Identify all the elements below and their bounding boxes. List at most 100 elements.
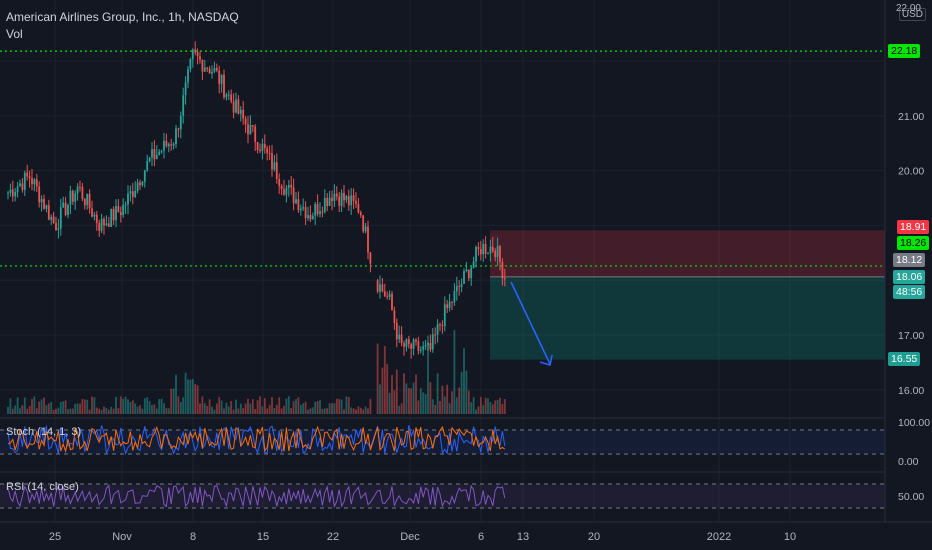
candle-body	[11, 189, 14, 197]
candle-body	[124, 204, 127, 206]
candle-body	[331, 197, 333, 201]
currency-label[interactable]: USD	[898, 8, 926, 21]
candle-body	[424, 345, 427, 347]
volume-bar	[134, 403, 137, 414]
volume-bar	[16, 397, 19, 414]
candle-body	[290, 184, 293, 188]
candle-body	[225, 94, 228, 98]
candle-body	[287, 184, 290, 188]
volume-bar	[163, 403, 165, 414]
volume-bar	[213, 409, 216, 414]
candle-body	[155, 154, 158, 160]
volume-bar	[107, 409, 110, 414]
candle-body	[69, 190, 72, 205]
stoch-d-line	[7, 425, 506, 454]
volume-bar	[215, 403, 218, 414]
candle-body	[369, 252, 372, 264]
volume-bar	[136, 406, 139, 414]
volume-bar	[343, 409, 345, 414]
volume-bar	[11, 408, 14, 414]
candle-body	[201, 59, 204, 72]
candle-body	[175, 128, 177, 144]
volume-bar	[31, 398, 33, 414]
volume-bar	[247, 398, 249, 414]
short-position-tool	[490, 230, 885, 360]
candle-body	[100, 218, 103, 231]
candle-body	[189, 59, 192, 70]
volume-label[interactable]: Vol	[6, 27, 23, 41]
volume-bar	[155, 408, 158, 414]
candle-body	[266, 148, 269, 153]
volume-bar	[278, 397, 281, 414]
candle-body	[40, 198, 43, 203]
time-tick-label: 10	[784, 531, 796, 543]
candle-body	[165, 140, 168, 147]
stoch-label[interactable]: Stoch (14, 1, 3)	[6, 426, 82, 438]
volume-bar	[256, 400, 259, 414]
volume-bar	[352, 408, 355, 414]
volume-bar	[160, 398, 163, 414]
candle-body	[328, 197, 331, 206]
candle-body	[419, 349, 422, 351]
time-tick-label: 15	[257, 531, 269, 543]
volume-bar	[503, 399, 506, 414]
candle-body	[21, 183, 24, 190]
volume-bar	[491, 404, 494, 414]
volume-bar	[484, 397, 487, 414]
volume-bar	[379, 384, 381, 414]
candle-body	[91, 208, 93, 217]
volume-bar	[487, 398, 489, 414]
price-tag-stop-loss: 18.91	[897, 220, 930, 234]
candle-body	[107, 223, 110, 227]
volume-bar	[100, 409, 103, 414]
price-tag-support: 18.26	[897, 236, 930, 250]
volume-bar	[206, 405, 209, 414]
volume-bar	[451, 391, 453, 414]
volume-bar	[367, 408, 369, 414]
candle-body	[403, 343, 405, 347]
candle-body	[259, 150, 261, 152]
volume-bar	[465, 370, 468, 414]
candle-body	[475, 247, 477, 262]
volume-bar	[232, 409, 235, 414]
volume-bar	[362, 409, 365, 414]
volume-bar	[326, 408, 329, 414]
time-tick-label: 20	[588, 531, 600, 543]
candle-body	[393, 310, 396, 323]
volume-bar	[407, 388, 410, 414]
price-tick-label: 21.00	[898, 111, 924, 123]
arrow-head	[539, 354, 553, 367]
volume-bar	[19, 408, 21, 414]
volume-bar	[175, 374, 177, 414]
volume-bar	[268, 405, 271, 414]
candle-body	[487, 253, 489, 255]
volume-bar	[499, 398, 501, 414]
symbol-title[interactable]: American Airlines Group, Inc., 1h, NASDA…	[6, 10, 239, 24]
volume-bar	[223, 408, 225, 414]
volume-bars	[7, 329, 506, 414]
candle-body	[379, 284, 381, 292]
volume-bar	[429, 382, 432, 414]
volume-bar	[115, 396, 117, 414]
candle-body	[151, 149, 153, 158]
volume-bar	[59, 402, 62, 414]
volume-bar	[453, 329, 456, 414]
volume-bar	[40, 399, 43, 414]
candle-body	[112, 208, 115, 221]
volume-bar	[129, 402, 132, 414]
candle-body	[31, 178, 33, 185]
candle-body	[232, 101, 235, 113]
candle-body	[230, 94, 233, 102]
rsi-label[interactable]: RSI (14, close)	[6, 481, 79, 493]
volume-bar	[110, 406, 113, 414]
volume-bar	[21, 405, 24, 414]
volume-bar	[177, 396, 180, 414]
volume-bar	[50, 402, 53, 414]
candle-body	[64, 202, 67, 215]
candle-body	[307, 215, 309, 218]
candle-body	[179, 115, 182, 130]
candle-body	[278, 179, 281, 186]
candle-body	[364, 226, 367, 232]
candle-body	[338, 196, 341, 206]
